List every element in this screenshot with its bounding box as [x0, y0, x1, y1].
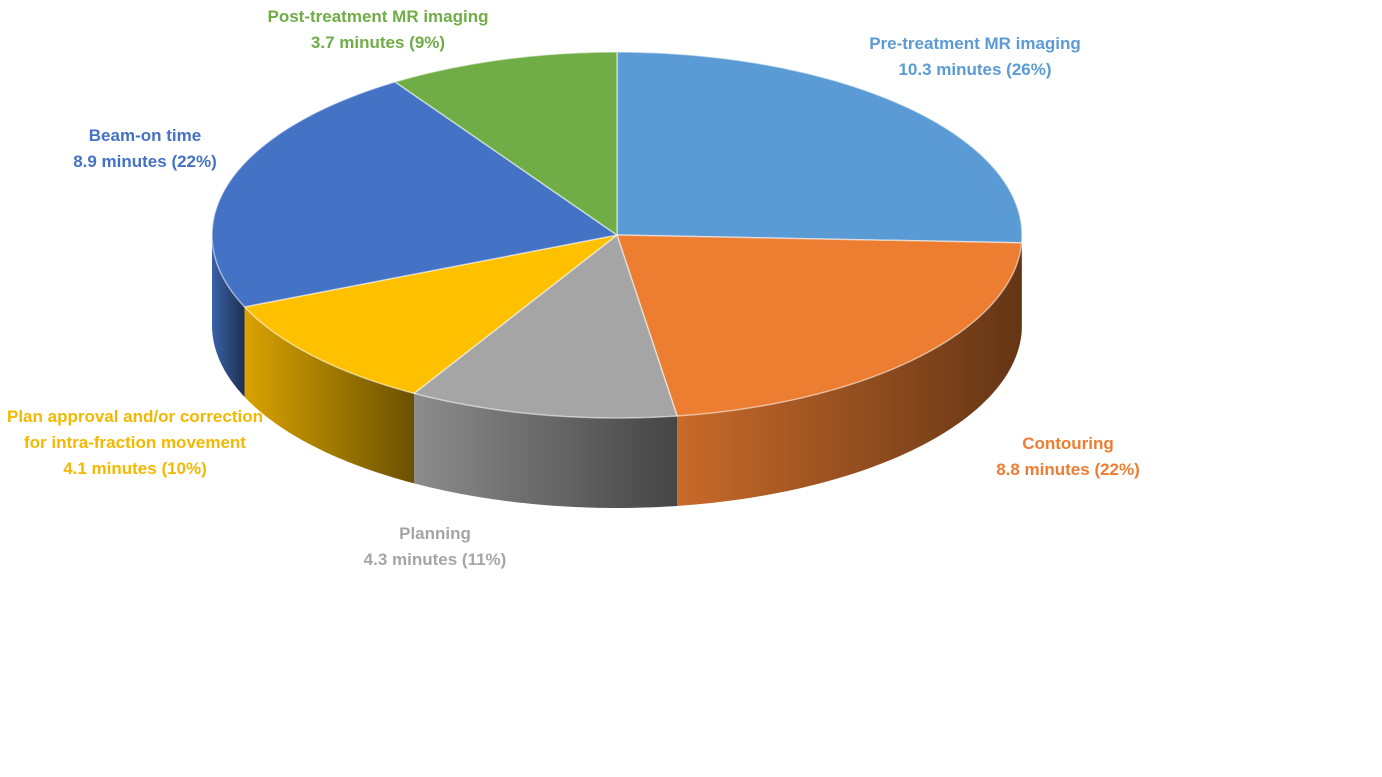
- value-label: 8.8 minutes (22%): [996, 460, 1140, 479]
- pie-slice: [243, 234, 618, 395]
- value-label: 8.9 minutes (22%): [73, 152, 217, 171]
- data-label: Post-treatment MR imaging 3.7 minutes (9%…: [228, 4, 528, 56]
- category-label: Planning: [399, 524, 471, 543]
- data-label: Planning 4.3 minutes (11%): [285, 521, 585, 573]
- category-label: Beam-on time: [88, 126, 202, 145]
- data-label: Plan approval and/or correction for intr…: [0, 404, 270, 482]
- value-label: 3.7 minutes (9%): [310, 33, 446, 52]
- value-label: 4.1 minutes (10%): [63, 459, 207, 478]
- data-label: Beam-on time 8.9 minutes (22%): [0, 123, 295, 175]
- category-label: Contouring: [1022, 434, 1114, 453]
- category-label: Post-treatment MR imaging: [267, 7, 489, 26]
- pie-slice: [615, 234, 1023, 417]
- pie-slice: [393, 51, 618, 237]
- pie-slice: [412, 233, 679, 419]
- pie-slice: [211, 81, 619, 308]
- slice-side: [414, 393, 678, 508]
- slice-side: [212, 235, 245, 397]
- pie-slice: [616, 51, 1023, 244]
- data-label: Pre-treatment MR imaging 10.3 minutes (26…: [825, 31, 1125, 83]
- slice-side: [677, 242, 1022, 506]
- value-label: 10.3 minutes (26%): [898, 60, 1052, 79]
- data-label: Contouring 8.8 minutes (22%): [918, 431, 1218, 483]
- category-label: Plan approval and/or correction for intr…: [6, 407, 263, 452]
- value-label: 4.3 minutes (11%): [363, 550, 507, 569]
- category-label: Pre-treatment MR imaging: [869, 34, 1081, 53]
- slice-side: [244, 306, 415, 484]
